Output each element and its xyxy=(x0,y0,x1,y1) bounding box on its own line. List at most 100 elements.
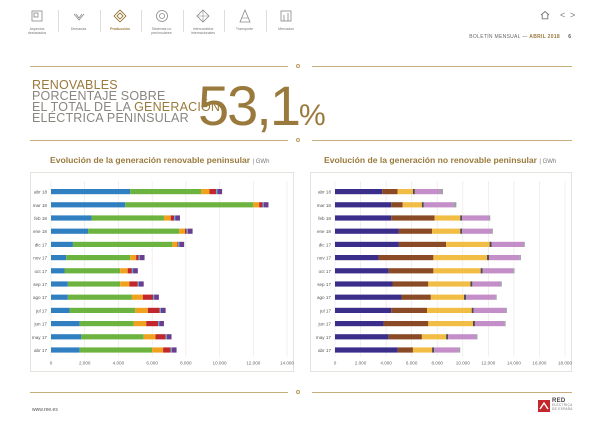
divider-mid-right xyxy=(312,140,572,141)
bar-segment xyxy=(177,241,179,247)
nav-item-mercados[interactable]: Mercados xyxy=(263,8,309,31)
bar-segment xyxy=(131,268,134,274)
bar-segment xyxy=(523,241,525,247)
bar-segment xyxy=(423,202,454,208)
y-category-label: ene 18 xyxy=(33,229,47,234)
bar-segment xyxy=(51,347,80,353)
bar-segment xyxy=(453,202,457,208)
bar-segment xyxy=(446,241,490,247)
headline-line-3b: GENERACIÓN xyxy=(134,100,221,114)
nav-item-intercambios-internacionales[interactable]: Intercambios internacionales xyxy=(180,8,226,35)
renewable-share-value: 53,1% xyxy=(198,78,326,144)
y-category-label: ago 17 xyxy=(317,295,331,300)
y-category-label: abr 18 xyxy=(318,190,331,195)
nav-item-label: Aspectos destacados xyxy=(14,27,60,35)
bar-segment xyxy=(127,268,132,274)
bar-segment xyxy=(179,241,185,247)
bar-segment xyxy=(482,268,514,274)
bar-segment xyxy=(120,268,128,274)
nonrenewable-chart-title: Evolución de la generación no renovable … xyxy=(324,155,557,165)
bar-segment xyxy=(187,228,193,234)
bar-segment xyxy=(446,334,449,340)
x-tick-label: 14.000 xyxy=(280,361,294,366)
nav-item-producción[interactable]: Producción xyxy=(97,8,143,31)
bar-segment xyxy=(388,268,434,274)
next-page-button[interactable]: > xyxy=(570,10,575,20)
bar-segment xyxy=(51,202,126,208)
bar-segment xyxy=(133,321,147,327)
nav-item-sistemas-no-peninsulares[interactable]: Sistemas no peninsulares xyxy=(139,8,185,35)
nav-label-line-2: peninsulares xyxy=(151,31,172,36)
x-tick-label: 0 xyxy=(50,361,53,366)
nav-item-label: Demanda xyxy=(56,27,102,31)
nav-item-demanda[interactable]: Demanda xyxy=(56,8,102,31)
website-link[interactable]: www.ree.es xyxy=(32,407,58,413)
logo-line-3: DE ESPAÑA xyxy=(552,406,573,411)
nav-label-line-1: Producción xyxy=(110,27,130,31)
x-tick-label: 4.000 xyxy=(380,361,392,366)
nav-separator xyxy=(182,10,184,32)
nav-item-aspectos-destacados[interactable]: Aspectos destacados xyxy=(14,8,60,35)
logo-line-2: ELÉCTRICA xyxy=(552,403,573,407)
bar-segment xyxy=(335,241,399,247)
bar-segment xyxy=(505,307,507,313)
bar-segment xyxy=(335,202,392,208)
home-button[interactable] xyxy=(540,10,550,22)
bar-segment xyxy=(64,268,121,274)
x-tick-label: 2.000 xyxy=(355,361,367,366)
bar-segment xyxy=(147,307,160,313)
prev-page-button[interactable]: < xyxy=(560,10,565,20)
bar-segment xyxy=(335,189,383,195)
bar-segment xyxy=(489,241,492,247)
nav-item-label: Sistemas no peninsulares xyxy=(139,27,185,35)
bar-segment xyxy=(51,228,89,234)
nav-item-transporte[interactable]: Transporte xyxy=(222,8,268,31)
bar-segment xyxy=(186,228,188,234)
x-tick-label: 8.000 xyxy=(180,361,192,366)
nonrenewable-chart-panel: 0 2.000 4.000 6.000 8.000 10.000 12.000 14.000 1… xyxy=(309,172,572,380)
bar-segment xyxy=(51,334,82,340)
bar-segment xyxy=(51,255,67,261)
nav-label-line-1: Mercados xyxy=(278,27,294,31)
bar-segment xyxy=(391,202,403,208)
bar-segment xyxy=(166,334,172,340)
bar-segment xyxy=(170,215,175,221)
bar-segment xyxy=(262,202,264,208)
x-tick-label: 2.000 xyxy=(79,361,91,366)
bar-segment xyxy=(391,215,435,221)
bar-segment xyxy=(402,202,422,208)
nav-label-line-1: Sistemas no xyxy=(151,27,172,31)
bar-segment xyxy=(335,294,402,300)
y-category-label: sep 17 xyxy=(33,282,47,287)
y-category-label: ago 17 xyxy=(33,295,47,300)
y-category-label: nov 17 xyxy=(317,256,331,261)
chevron-right-icon: > xyxy=(570,10,576,20)
y-category-label: jun 17 xyxy=(33,322,47,327)
nav-separator xyxy=(141,10,142,32)
divider-dot xyxy=(296,64,300,68)
renewable-chart-title-text: Evolución de la generación renovable pen… xyxy=(50,155,251,165)
bar-segment xyxy=(383,321,429,327)
x-tick-label: 14.000 xyxy=(507,361,521,366)
x-tick-label: 10.000 xyxy=(213,361,227,366)
bar-segment xyxy=(51,294,68,300)
bar-segment xyxy=(185,228,187,234)
bar-segment xyxy=(133,268,138,274)
bar-segment xyxy=(519,255,521,261)
bar-segment xyxy=(159,321,164,327)
bar-segment xyxy=(474,321,505,327)
bar-segment xyxy=(216,189,218,195)
production-icon xyxy=(113,9,127,23)
divider-bottom-right xyxy=(312,392,572,393)
nav-separator xyxy=(58,10,59,32)
nav-separator xyxy=(224,10,225,32)
bar-segment xyxy=(165,334,167,340)
divider-bottom-left xyxy=(30,392,288,393)
nav-label-line-1: Demanda xyxy=(70,27,87,31)
bar-segment xyxy=(471,307,474,313)
bar-segment xyxy=(209,189,217,195)
bar-segment xyxy=(335,321,384,327)
bar-segment xyxy=(335,347,398,353)
bar-segment xyxy=(79,347,153,353)
y-category-label: dic 17 xyxy=(35,242,48,247)
